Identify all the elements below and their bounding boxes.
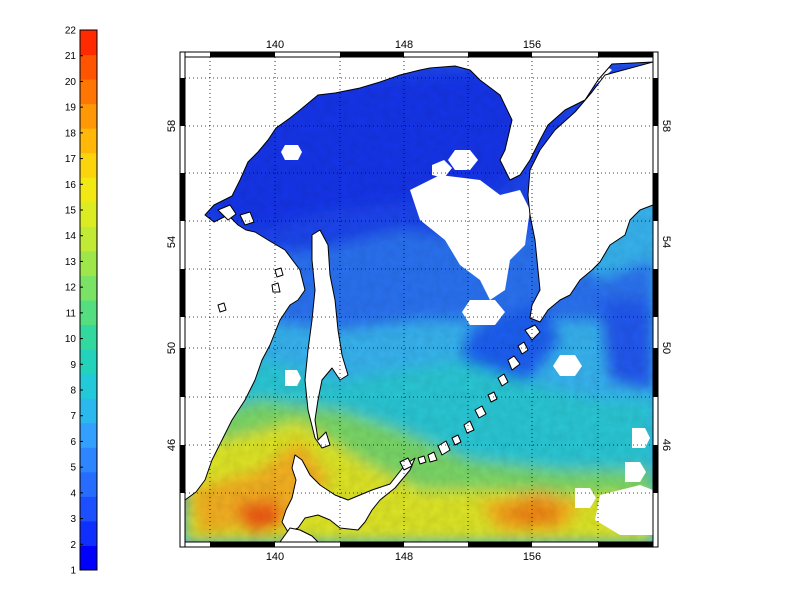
left-lat-label: 58 [166, 120, 178, 132]
shantar-islands [217, 204, 255, 226]
colorbar-tick-label: 6 [70, 437, 76, 448]
colorbar-swatch [80, 79, 97, 105]
colorbar-tick-label: 15 [65, 206, 77, 217]
colorbar-swatch [80, 30, 97, 56]
colorbar-frame [79, 29, 98, 571]
colorbar-swatch [80, 373, 97, 399]
colorbar-tick-label: 1 [70, 566, 76, 577]
colorbar-swatch [80, 349, 97, 375]
colorbar-tick-label: 2 [70, 540, 76, 551]
colorbar-tick-label: 9 [70, 360, 76, 371]
right-lat-label: 54 [660, 236, 672, 248]
colorbar-tick-label: 4 [70, 488, 76, 499]
colorbar-swatch [80, 103, 97, 129]
colorbar-swatch [80, 471, 97, 497]
colorbar-swatch [80, 177, 97, 203]
top-lon-label: 156 [523, 39, 541, 51]
left-lat-label: 50 [166, 342, 178, 354]
colorbar-swatch [80, 54, 97, 80]
landmass [185, 57, 653, 542]
graticule [185, 57, 653, 542]
hokkaido-island [281, 454, 416, 533]
right-lat-label: 58 [660, 120, 672, 132]
colorbar-swatch [80, 398, 97, 424]
colorbar-tick-label: 5 [70, 463, 76, 474]
sst-field [185, 57, 653, 542]
kamchatka-peninsula [527, 61, 653, 323]
colorbar-swatch [80, 520, 97, 546]
colorbar-swatch [80, 545, 97, 571]
colorbar-swatches [80, 30, 97, 571]
colorbar-tick-label: 7 [70, 411, 76, 422]
colorbar-swatch [80, 152, 97, 178]
colorbar-tick-label: 11 [66, 308, 77, 319]
colorbar-swatch [80, 226, 97, 252]
map-panel: 140 148 156 140 148 156 58 54 50 46 58 5… [166, 39, 672, 563]
colorbar-tick-label: 17 [65, 154, 77, 165]
left-lat-label: 46 [166, 439, 178, 451]
colorbar-tick-label: 3 [70, 514, 76, 525]
colorbar-tick-label: 21 [65, 51, 77, 62]
left-lat-label: 54 [166, 236, 178, 248]
right-lat-label: 50 [660, 342, 672, 354]
colorbar-swatch [80, 275, 97, 301]
colorbar-swatch [80, 128, 97, 154]
bottom-lon-label: 140 [266, 551, 284, 563]
colorbar-tick-label: 13 [65, 257, 77, 268]
colorbar-swatch [80, 496, 97, 522]
colorbar-swatch [80, 447, 97, 473]
colorbar-tick-label: 16 [65, 180, 77, 191]
sakhalin-island [304, 229, 349, 449]
bottom-lon-label: 148 [395, 551, 413, 563]
colorbar-tick-label: 20 [65, 77, 77, 88]
colorbar-swatch [80, 422, 97, 448]
colorbar-tick-label: 14 [65, 231, 77, 242]
map-frame [179, 51, 659, 548]
asia-mainland [185, 57, 653, 501]
honshu-north [279, 527, 319, 542]
colorbar-tick-label: 8 [70, 386, 76, 397]
top-lon-label: 148 [395, 39, 413, 51]
right-lat-label: 46 [660, 439, 672, 451]
kuril-islands [399, 324, 541, 471]
top-lon-label: 140 [266, 39, 284, 51]
colorbar-swatch [80, 300, 97, 326]
colorbar-tick-label: 18 [65, 128, 77, 139]
colorbar-swatch [80, 201, 97, 227]
colorbar-tick-label: 19 [65, 103, 77, 114]
colorbar-swatch [80, 324, 97, 350]
colorbar-tick-label: 22 [65, 26, 77, 37]
colorbar-tick-label: 10 [65, 334, 77, 345]
colorbar-tick-label: 12 [65, 283, 77, 294]
small-island-west [217, 267, 284, 313]
colorbar-swatch [80, 250, 97, 276]
bottom-lon-label: 156 [523, 551, 541, 563]
